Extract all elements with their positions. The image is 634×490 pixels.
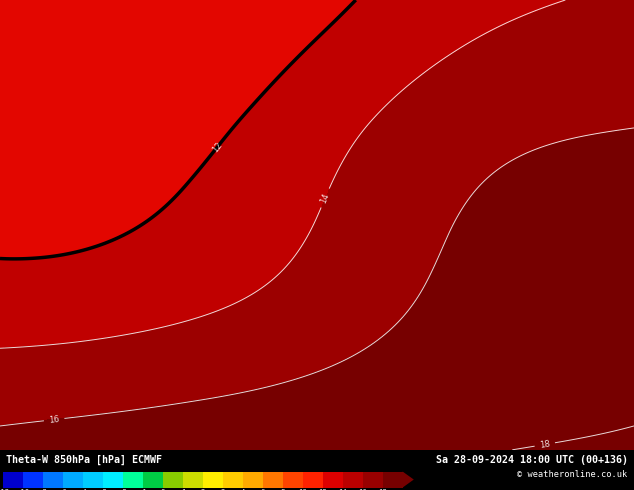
Text: 2: 2 (201, 489, 205, 490)
Bar (262, 471, 283, 488)
Bar (123, 471, 143, 488)
Text: 0: 0 (161, 489, 165, 490)
Text: -3: -3 (99, 489, 107, 490)
Text: 12: 12 (210, 140, 224, 154)
Text: -8: -8 (39, 489, 48, 490)
Bar (283, 471, 303, 488)
Bar (63, 471, 83, 488)
Bar (323, 471, 342, 488)
Text: -10: -10 (16, 489, 30, 490)
Bar (383, 471, 403, 488)
Bar (223, 471, 243, 488)
Bar (3, 471, 23, 488)
Text: -6: -6 (59, 489, 67, 490)
Bar (43, 471, 63, 488)
Text: 1: 1 (181, 489, 185, 490)
Text: 14: 14 (339, 489, 347, 490)
Text: -12: -12 (0, 489, 10, 490)
Bar (143, 471, 163, 488)
Text: 14: 14 (319, 192, 332, 205)
Bar (342, 471, 363, 488)
Bar (363, 471, 382, 488)
Bar (203, 471, 223, 488)
Text: 8: 8 (281, 489, 285, 490)
Text: © weatheronline.co.uk: © weatheronline.co.uk (517, 470, 628, 479)
Bar (83, 471, 103, 488)
Bar (183, 471, 203, 488)
Text: -4: -4 (79, 489, 87, 490)
Bar (103, 471, 123, 488)
Bar (163, 471, 183, 488)
Text: -1: -1 (139, 489, 147, 490)
FancyArrow shape (403, 471, 414, 488)
Text: 16: 16 (358, 489, 367, 490)
Text: 16: 16 (48, 415, 60, 425)
Text: 10: 10 (299, 489, 307, 490)
Text: 6: 6 (261, 489, 265, 490)
Text: Theta-W 850hPa [hPa] ECMWF: Theta-W 850hPa [hPa] ECMWF (6, 455, 162, 465)
Text: 4: 4 (241, 489, 245, 490)
Text: 3: 3 (221, 489, 225, 490)
Text: 18: 18 (539, 439, 551, 450)
Text: 18: 18 (378, 489, 387, 490)
Bar (303, 471, 323, 488)
Text: Sa 28-09-2024 18:00 UTC (00+136): Sa 28-09-2024 18:00 UTC (00+136) (436, 455, 628, 465)
Bar (23, 471, 43, 488)
Text: 12: 12 (318, 489, 327, 490)
Text: -2: -2 (119, 489, 127, 490)
Bar (243, 471, 262, 488)
